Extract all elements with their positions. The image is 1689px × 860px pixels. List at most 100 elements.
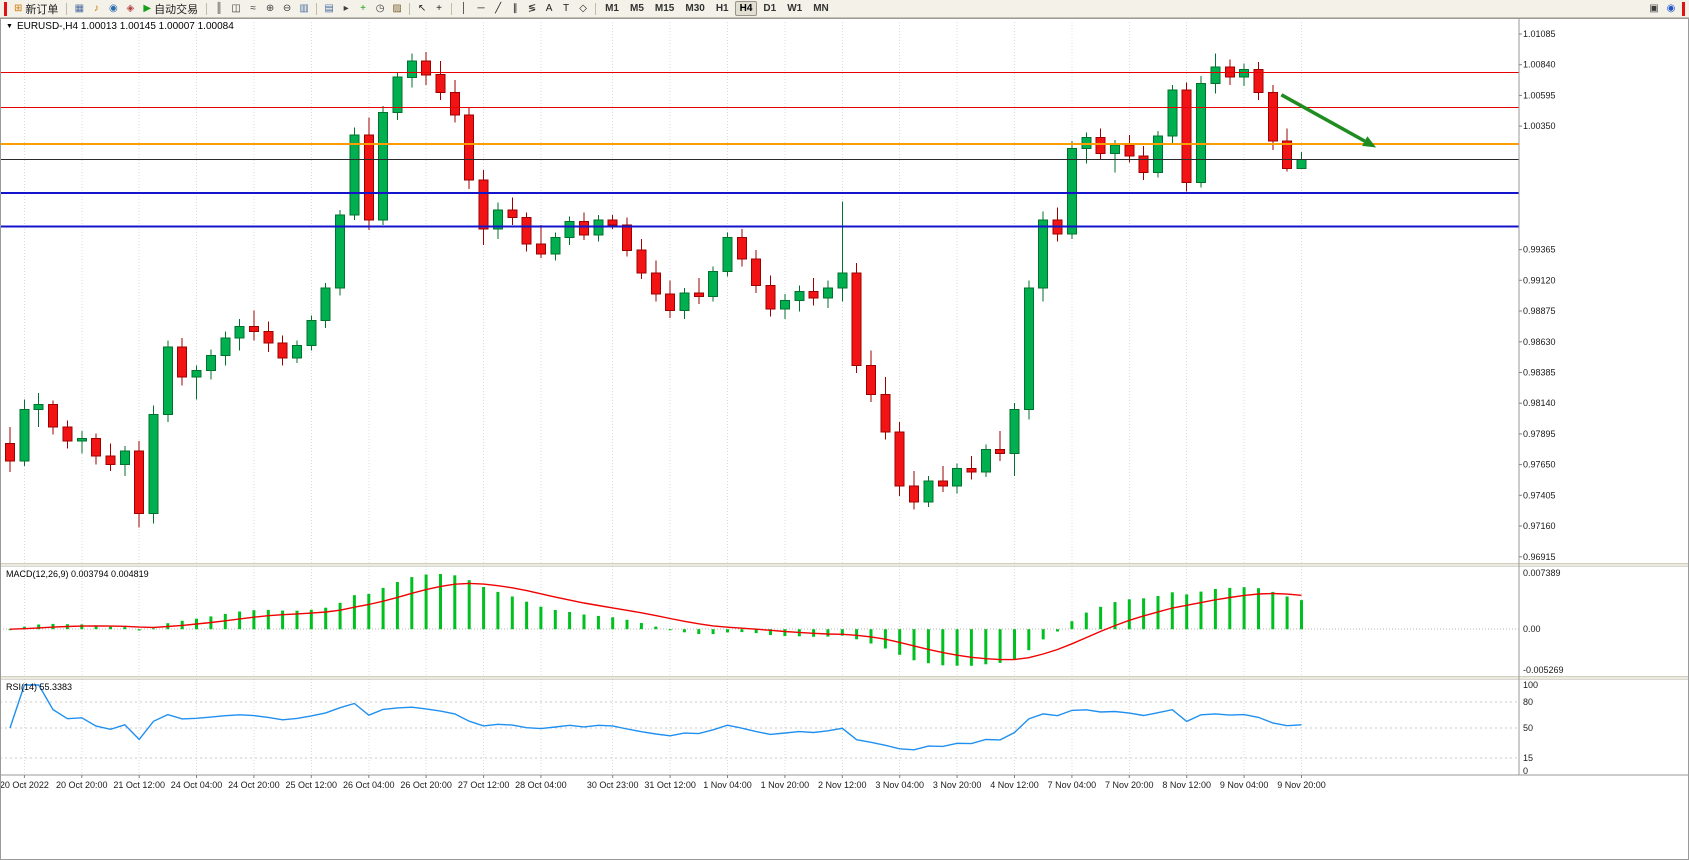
svg-text:3 Nov 20:00: 3 Nov 20:00 <box>933 780 982 790</box>
indicators-add-icon[interactable]: + <box>360 2 367 14</box>
new-order-button-label: 新订单 <box>25 3 59 16</box>
svg-text:0: 0 <box>1523 766 1528 776</box>
svg-text:4 Nov 12:00: 4 Nov 12:00 <box>990 780 1039 790</box>
rsi-line <box>9 684 1302 751</box>
horizontal-price-lines <box>0 71 1519 228</box>
svg-text:31 Oct 12:00: 31 Oct 12:00 <box>644 780 696 790</box>
price-axis-labels: 1.01085 1.00840 1.00595 1.00350 0.99365 0.991… <box>1519 29 1564 776</box>
toolbar-separator <box>206 2 208 15</box>
tile-windows-icon[interactable]: ▥ <box>299 2 309 14</box>
timeframe-m15[interactable]: M15 <box>654 3 675 14</box>
svg-text:0.00: 0.00 <box>1523 624 1541 634</box>
line-chart-icon[interactable]: ≈ <box>250 2 256 14</box>
svg-text:26 Oct 20:00: 26 Oct 20:00 <box>400 780 452 790</box>
autotrade-button-label: 自动交易 <box>154 3 199 16</box>
periods-icon[interactable]: ◷ <box>375 2 385 14</box>
svg-text:80: 80 <box>1523 697 1533 707</box>
bar-chart-icon[interactable]: ║ <box>215 2 223 14</box>
timeframe-d1[interactable]: D1 <box>763 3 777 14</box>
toolbar-separator <box>451 2 453 15</box>
horizontal-line-icon[interactable]: ─ <box>477 2 485 14</box>
svg-text:0.97405: 0.97405 <box>1523 490 1556 500</box>
candlestick-series <box>5 52 1307 528</box>
svg-text:8 Nov 12:00: 8 Nov 12:00 <box>1162 780 1211 790</box>
toolbar-separator <box>66 2 68 15</box>
fullscreen-icon[interactable]: ▣ <box>1649 2 1659 14</box>
trendline-icon[interactable]: ╱ <box>495 2 502 14</box>
svg-text:2 Nov 12:00: 2 Nov 12:00 <box>818 780 867 790</box>
toolbar-separator <box>409 2 411 15</box>
alerts-icon[interactable]: ♪ <box>93 2 99 14</box>
svg-text:1 Nov 04:00: 1 Nov 04:00 <box>703 780 752 790</box>
time-axis-labels: 20 Oct 2022 20 Oct 20:00 21 Oct 12:00 24 Oc… <box>0 775 1326 790</box>
timeframe-w1[interactable]: W1 <box>787 3 803 14</box>
timeframe-m30[interactable]: M30 <box>685 3 705 14</box>
crosshair-icon[interactable]: + <box>436 2 443 14</box>
svg-text:50: 50 <box>1523 723 1533 733</box>
market-icon[interactable]: ◈ <box>126 2 135 14</box>
chart-title: ▼ EURUSD-,H4 1.00013 1.00145 1.00007 1.00… <box>6 21 234 32</box>
svg-text:20 Oct 2022: 20 Oct 2022 <box>0 780 49 790</box>
cursor-icon[interactable]: ↖ <box>417 2 427 14</box>
community-icon[interactable]: ◉ <box>109 2 118 14</box>
svg-text:30 Oct 23:00: 30 Oct 23:00 <box>587 780 639 790</box>
grid-lines <box>23 22 1302 775</box>
new-order-icon: ⊞ <box>14 3 23 14</box>
fibonacci-icon[interactable]: ≶ <box>527 2 537 14</box>
svg-text:15: 15 <box>1523 753 1533 763</box>
accent-bar-right <box>1682 1 1685 16</box>
new-order-button[interactable]: ⊞ 新订单 <box>10 2 62 16</box>
templates-icon[interactable]: ▨ <box>392 2 402 14</box>
svg-text:1 Nov 20:00: 1 Nov 20:00 <box>761 780 810 790</box>
svg-text:1.01085: 1.01085 <box>1523 29 1556 39</box>
zoom-in-icon[interactable]: ⊕ <box>265 2 275 14</box>
macd-signal-line <box>9 582 1302 661</box>
chart-canvas[interactable]: 1.01085 1.00840 1.00595 1.00350 0.99365 0.991… <box>0 18 1689 860</box>
svg-text:0.98875: 0.98875 <box>1523 306 1556 316</box>
main-toolbar: ⊞ 新订单 ▦ ♪ ◉ ◈ ▶ 自动交易 ║ ◫ ≈ ⊕ ⊖ ▥ ▤ ▸ + ◷ ▨ ↖ + │ ─ ╱ ∥ ≶ A T ◇ M1 M5 M1… <box>0 0 1689 18</box>
shapes-icon[interactable]: ◇ <box>579 2 587 14</box>
svg-text:0.007389: 0.007389 <box>1523 568 1561 578</box>
rsi-level-lines <box>0 701 1519 759</box>
macd-indicator-label: MACD(12,26,9) 0.003794 0.004819 <box>6 569 149 579</box>
panel-splitters[interactable] <box>0 562 1689 680</box>
macd-histogram <box>8 574 1303 666</box>
svg-text:7 Nov 20:00: 7 Nov 20:00 <box>1105 780 1154 790</box>
help-icon[interactable]: ◉ <box>1666 2 1676 14</box>
candlestick-chart-icon[interactable]: ◫ <box>231 2 241 14</box>
chart-shift-icon[interactable]: ▸ <box>343 2 349 14</box>
zoom-out-icon[interactable]: ⊖ <box>282 2 292 14</box>
toolbar-separator <box>595 2 597 15</box>
autotrade-icon: ▶ <box>143 3 152 14</box>
svg-text:0.97650: 0.97650 <box>1523 460 1556 470</box>
arrange-windows-icon[interactable]: ▤ <box>324 2 334 14</box>
vertical-line-icon[interactable]: │ <box>460 2 468 14</box>
svg-text:0.97160: 0.97160 <box>1523 521 1556 531</box>
charts-window-icon[interactable]: ▦ <box>74 2 85 14</box>
svg-text:9 Nov 04:00: 9 Nov 04:00 <box>1220 780 1269 790</box>
chart-title-text: EURUSD-,H4 1.00013 1.00145 1.00007 1.000… <box>16 21 234 32</box>
label-icon[interactable]: T <box>563 2 570 14</box>
svg-text:7 Nov 04:00: 7 Nov 04:00 <box>1048 780 1097 790</box>
timeframe-mn[interactable]: MN <box>813 3 829 14</box>
svg-text:0.98385: 0.98385 <box>1523 368 1556 378</box>
svg-text:24 Oct 20:00: 24 Oct 20:00 <box>228 780 280 790</box>
svg-text:1.00840: 1.00840 <box>1523 60 1556 70</box>
accent-bar-left <box>4 1 7 16</box>
timeframe-h4[interactable]: H4 <box>734 1 758 16</box>
text-icon[interactable]: A <box>545 2 553 14</box>
svg-text:20 Oct 20:00: 20 Oct 20:00 <box>56 780 108 790</box>
svg-text:1.00350: 1.00350 <box>1523 121 1556 131</box>
trend-arrow[interactable] <box>1280 93 1377 148</box>
svg-text:21 Oct 12:00: 21 Oct 12:00 <box>113 780 165 790</box>
timeframe-h1[interactable]: H1 <box>715 3 729 14</box>
autotrade-button[interactable]: ▶ 自动交易 <box>139 2 202 16</box>
svg-text:0.98630: 0.98630 <box>1523 337 1556 347</box>
svg-text:28 Oct 04:00: 28 Oct 04:00 <box>515 780 567 790</box>
chart-collapse-icon[interactable]: ▼ <box>6 23 13 30</box>
svg-text:3 Nov 04:00: 3 Nov 04:00 <box>875 780 924 790</box>
timeframe-m1[interactable]: M1 <box>605 3 619 14</box>
svg-text:0.99120: 0.99120 <box>1523 275 1556 285</box>
timeframe-m5[interactable]: M5 <box>630 3 644 14</box>
channel-icon[interactable]: ∥ <box>512 2 518 14</box>
